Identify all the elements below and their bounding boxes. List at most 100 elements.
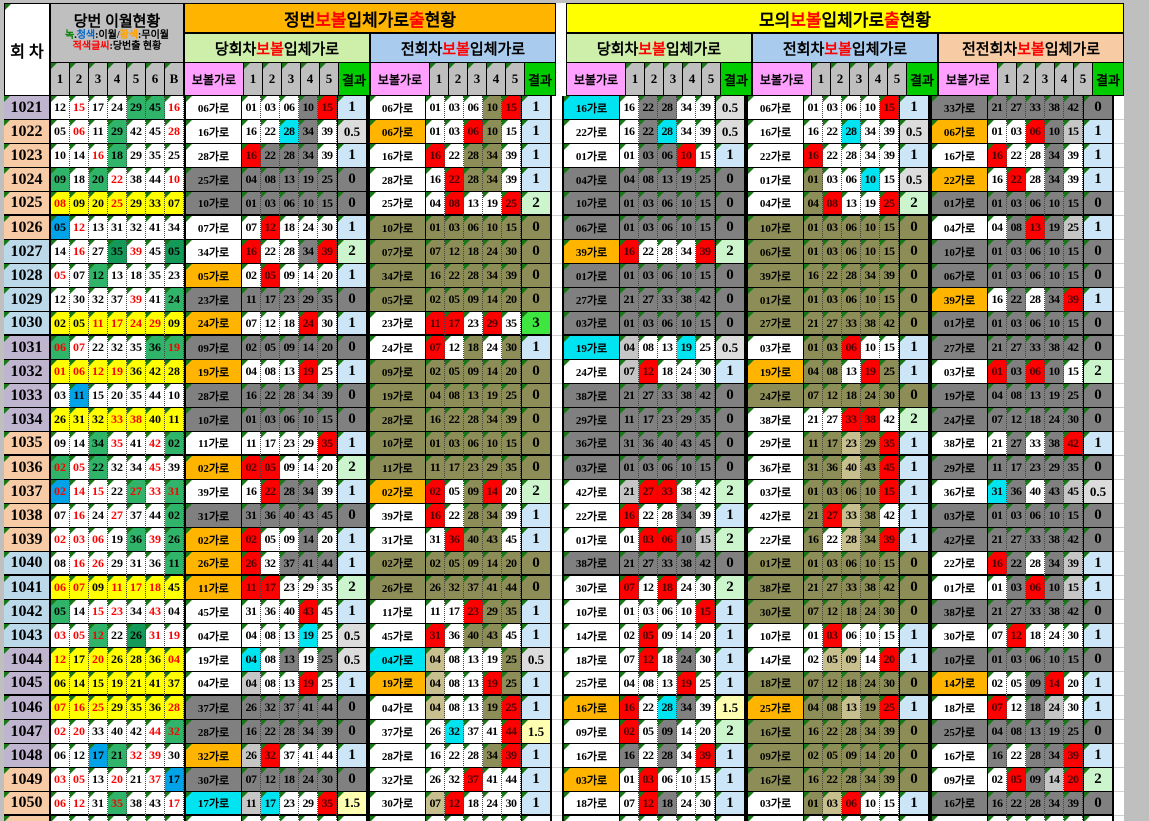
bobol-number-cell[interactable]: 08 — [639, 672, 658, 696]
dang-number-cell[interactable]: 24 — [89, 504, 108, 528]
result-cell[interactable]: 1 — [337, 672, 368, 696]
bobol-number-cell[interactable]: 27 — [639, 552, 658, 576]
result-cell[interactable]: 0 — [899, 552, 930, 576]
bobol-number-cell[interactable]: 01 — [242, 408, 261, 432]
bobol-garo-cell[interactable]: 19가로 — [368, 384, 426, 408]
result-header[interactable]: 결과 — [1093, 63, 1124, 96]
result-cell[interactable]: 0.5 — [899, 168, 930, 192]
bobol-number-cell[interactable]: 25 — [502, 672, 521, 696]
bobol-number-cell[interactable]: 24 — [483, 336, 502, 360]
bobol-number-cell[interactable]: 34 — [483, 408, 502, 432]
bobol-number-cell[interactable]: 12 — [445, 792, 464, 816]
result-cell[interactable]: 1 — [899, 144, 930, 168]
dang-number-cell[interactable]: 22 — [108, 480, 127, 504]
dang-number-cell[interactable]: 17 — [127, 576, 146, 600]
bobol-number-cell[interactable]: 27 — [823, 576, 842, 600]
dang-number-cell[interactable]: 40 — [146, 408, 165, 432]
bobol-number-cell[interactable]: 01 — [242, 192, 261, 216]
bobol-garo-cell[interactable]: 03가로 — [562, 768, 620, 792]
dang-number-cell[interactable]: 31 — [108, 216, 127, 240]
dang-number-cell[interactable]: 16 — [165, 96, 184, 120]
bobol-number-cell[interactable]: 11 — [426, 312, 445, 336]
bobol-number-cell[interactable]: 34 — [861, 528, 880, 552]
dang-number-cell[interactable]: 17 — [108, 312, 127, 336]
result-cell[interactable]: 1 — [899, 432, 930, 456]
bobol-garo-cell[interactable]: 10가로 — [746, 624, 804, 648]
bobol-number-cell[interactable]: 42 — [696, 384, 715, 408]
bobol-number-cell[interactable]: 22 — [823, 144, 842, 168]
result-cell[interactable]: 0 — [337, 336, 368, 360]
dang-number-cell[interactable]: 24 — [108, 96, 127, 120]
bobol-number-cell[interactable]: 12 — [445, 336, 464, 360]
bobol-garo-cell[interactable]: 16가로 — [562, 696, 620, 720]
bobol-number-cell[interactable]: 38 — [1045, 432, 1064, 456]
bobol-garo-cell[interactable]: 05가로 — [368, 288, 426, 312]
bobol-garo-cell[interactable]: 22가로 — [562, 120, 620, 144]
bobol-number-cell[interactable]: 17 — [1007, 456, 1026, 480]
bobol-garo-cell[interactable]: 25가로 — [562, 672, 620, 696]
bobol-number-cell[interactable]: 19 — [299, 672, 318, 696]
bobol-number-cell[interactable]: 33 — [658, 480, 677, 504]
bobol-number-cell[interactable]: 21 — [620, 480, 639, 504]
bobol-number-cell[interactable]: 03 — [823, 552, 842, 576]
bobol-number-cell[interactable]: 01 — [620, 312, 639, 336]
bobol-number-cell[interactable]: 20 — [696, 720, 715, 744]
dang-number-cell[interactable]: 36 — [127, 528, 146, 552]
result-cell[interactable]: 0 — [1083, 528, 1114, 552]
bobol-number-cell[interactable]: 08 — [823, 360, 842, 384]
result-header[interactable]: 결과 — [525, 63, 556, 96]
dang-number-cell[interactable]: 14 — [70, 144, 89, 168]
dang-number-cell[interactable]: 35 — [108, 240, 127, 264]
bobol-number-cell[interactable]: 06 — [842, 288, 861, 312]
dang-number-cell[interactable]: 29 — [146, 312, 165, 336]
dang-number-cell[interactable]: 12 — [70, 216, 89, 240]
bobol-number-cell[interactable]: 03 — [1007, 504, 1026, 528]
bobol-number-cell[interactable]: 03 — [639, 216, 658, 240]
dang-number-cell[interactable]: 07 — [51, 504, 70, 528]
bobol-number-cell[interactable]: 06 — [1026, 192, 1045, 216]
bobol-number-cell[interactable]: 10 — [861, 216, 880, 240]
result-cell[interactable]: 0 — [1083, 504, 1114, 528]
bobol-number-cell[interactable]: 30 — [318, 216, 337, 240]
bobol-number-cell[interactable]: 40 — [464, 624, 483, 648]
bobol-number-cell[interactable]: 13 — [658, 336, 677, 360]
bobol-number-cell[interactable]: 16 — [804, 264, 823, 288]
bobol-number-cell[interactable]: 28 — [658, 96, 677, 120]
dang-number-cell[interactable]: 22 — [108, 168, 127, 192]
bobol-number-cell[interactable]: 19 — [677, 168, 696, 192]
bobol-number-cell[interactable]: 19 — [299, 648, 318, 672]
dang-number-cell[interactable]: 12 — [70, 792, 89, 816]
dang-number-cell[interactable]: 26 — [108, 648, 127, 672]
bobol-number-cell[interactable]: 28 — [280, 720, 299, 744]
bobol-garo-cell[interactable]: 16가로 — [562, 744, 620, 768]
dang-number-cell[interactable]: 12 — [89, 360, 108, 384]
dang-number-cell[interactable]: 28 — [165, 120, 184, 144]
bobol-garo-cell[interactable]: 09가로 — [184, 336, 242, 360]
bobol-number-cell[interactable]: 06 — [842, 792, 861, 816]
bobol-number-cell[interactable]: 23 — [280, 576, 299, 600]
dang-number-cell[interactable]: 35 — [127, 696, 146, 720]
bobol-number-cell[interactable]: 39 — [502, 168, 521, 192]
bobol-number-cell[interactable]: 35 — [318, 432, 337, 456]
result-cell[interactable]: 0 — [337, 408, 368, 432]
bobol-number-cell[interactable]: 05 — [1007, 768, 1026, 792]
result-cell[interactable]: 1 — [521, 336, 552, 360]
result-cell[interactable]: 2 — [521, 480, 552, 504]
dang-number-cell[interactable]: 31 — [70, 408, 89, 432]
dang-number-cell[interactable]: 11 — [165, 408, 184, 432]
bobol-number-cell[interactable]: 18 — [464, 336, 483, 360]
bobol-number-cell[interactable]: 30 — [880, 384, 899, 408]
bobol-number-cell[interactable]: 04 — [242, 648, 261, 672]
bobol-number-cell[interactable]: 04 — [620, 168, 639, 192]
bobol-garo-cell[interactable]: 19가로 — [930, 384, 988, 408]
result-cell[interactable]: 1 — [899, 480, 930, 504]
bobol-number-cell[interactable]: 33 — [1026, 96, 1045, 120]
bobol-number-cell[interactable]: 04 — [426, 672, 445, 696]
bobol-number-cell[interactable]: 45 — [1064, 480, 1083, 504]
dang-number-cell[interactable]: 15 — [70, 96, 89, 120]
bobol-number-cell[interactable]: 23 — [280, 792, 299, 816]
bobol-number-cell[interactable]: 04 — [426, 192, 445, 216]
bobol-number-cell[interactable]: 24 — [861, 600, 880, 624]
bobol-number-cell[interactable]: 15 — [696, 192, 715, 216]
bobol-number-cell[interactable]: 45 — [318, 504, 337, 528]
